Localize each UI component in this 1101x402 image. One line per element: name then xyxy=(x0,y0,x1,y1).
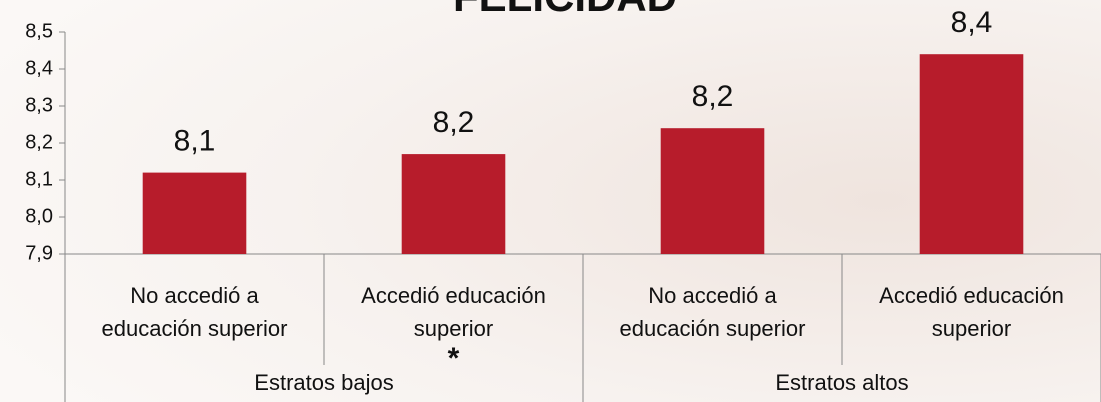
y-tick-label: 7,9 xyxy=(25,242,53,264)
group-label: Estratos altos xyxy=(775,370,908,395)
y-tick-label: 8,0 xyxy=(25,205,53,227)
x-tick-label: superior xyxy=(932,316,1011,341)
y-tick-label: 8,1 xyxy=(25,168,53,190)
x-tick-label: superior xyxy=(414,316,493,341)
y-tick-label: 8,4 xyxy=(25,57,53,79)
annotation: * xyxy=(448,342,460,375)
value-label: 8,2 xyxy=(433,106,475,139)
y-tick-label: 8,3 xyxy=(25,94,53,116)
chart-title: FELICIDAD xyxy=(453,0,677,20)
x-tick-label: educación superior xyxy=(620,316,806,341)
bar xyxy=(660,128,765,254)
bar xyxy=(401,154,506,254)
x-tick-label: Accedió educación xyxy=(361,283,546,308)
value-label: 8,1 xyxy=(174,125,216,158)
y-tick-label: 8,5 xyxy=(25,20,53,42)
x-tick-label: No accedió a xyxy=(648,283,777,308)
value-label: 8,4 xyxy=(951,6,993,39)
bar xyxy=(919,54,1024,255)
value-label: 8,2 xyxy=(692,80,734,113)
bar xyxy=(142,172,247,254)
y-tick-label: 8,2 xyxy=(25,131,53,153)
x-tick-label: Accedió educación xyxy=(879,283,1064,308)
x-tick-label: No accedió a xyxy=(130,283,259,308)
group-label: Estratos bajos xyxy=(254,370,393,395)
x-tick-label: educación superior xyxy=(102,316,288,341)
